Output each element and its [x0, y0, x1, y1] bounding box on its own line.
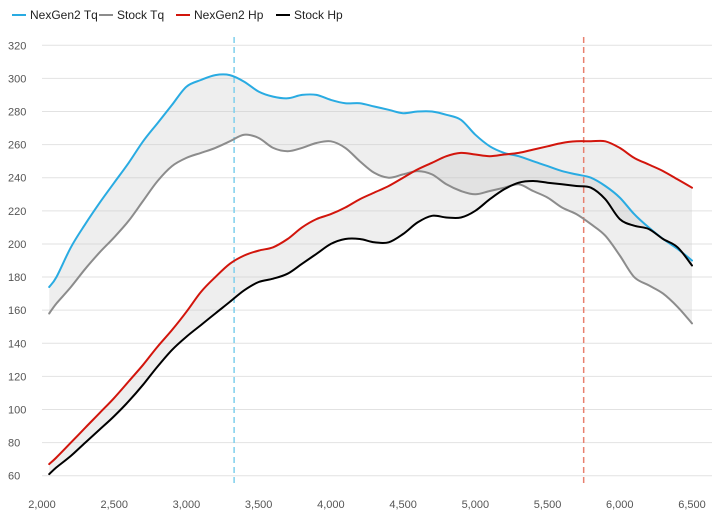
- legend-label[interactable]: NexGen2 Hp: [194, 8, 264, 22]
- y-tick-label: 80: [8, 438, 20, 450]
- series-line-nexgen2-tq: [48, 73, 693, 288]
- y-tick-label: 240: [8, 173, 26, 185]
- x-tick-label: 4,500: [389, 499, 417, 511]
- y-tick-label: 220: [8, 206, 26, 218]
- fill-areas: [49, 74, 692, 475]
- y-tick-label: 300: [8, 73, 26, 85]
- x-tick-label: 2,500: [100, 499, 128, 511]
- y-tick-label: 260: [8, 140, 26, 152]
- gridlines: [42, 44, 712, 477]
- x-tick-label: 5,000: [462, 499, 490, 511]
- legend-label[interactable]: NexGen2 Tq: [30, 8, 98, 22]
- x-tick-label: 3,500: [245, 499, 273, 511]
- fill-between-area: [49, 140, 692, 475]
- y-axis-ticks: 60 80 100 120 140 160 180 200 220 240 260 280 300 320: [8, 40, 26, 482]
- y-tick-label: 280: [8, 107, 26, 119]
- series-lines: [48, 73, 693, 476]
- x-tick-label: 6,500: [678, 499, 706, 511]
- legend: NexGen2 Tq Stock Tq NexGen2 Hp Stock Hp: [12, 8, 343, 22]
- legend-label[interactable]: Stock Hp: [294, 8, 343, 22]
- y-tick-label: 160: [8, 305, 26, 317]
- y-tick-label: 140: [8, 338, 26, 350]
- x-tick-label: 6,000: [606, 499, 634, 511]
- y-tick-label: 320: [8, 40, 26, 52]
- series-line-nexgen2-hp: [48, 139, 693, 466]
- x-tick-label: 2,000: [28, 499, 56, 511]
- y-tick-label: 60: [8, 471, 20, 483]
- series-line-stock-hp: [48, 180, 693, 476]
- series-line-stock-tq: [48, 133, 693, 325]
- legend-label[interactable]: Stock Tq: [117, 8, 164, 22]
- fill-between-area: [49, 74, 692, 324]
- y-tick-label: 180: [8, 272, 26, 284]
- y-tick-label: 120: [8, 371, 26, 383]
- x-tick-label: 5,500: [534, 499, 562, 511]
- x-tick-label: 4,000: [317, 499, 345, 511]
- y-tick-label: 100: [8, 405, 26, 417]
- x-axis-ticks: 2,000 2,500 3,000 3,500 4,000 4,500 5,000 5,500…: [28, 499, 706, 511]
- x-tick-label: 3,000: [173, 499, 201, 511]
- y-tick-label: 200: [8, 239, 26, 251]
